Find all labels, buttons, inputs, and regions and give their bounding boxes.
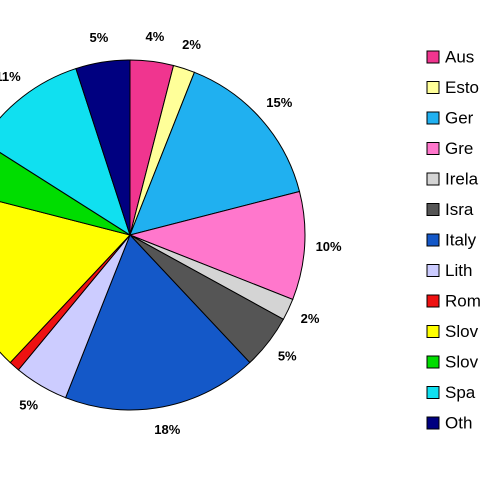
legend-label: Rom: [445, 291, 480, 310]
legend-swatch: [426, 294, 440, 308]
pie-slice: [0, 67, 131, 237]
legend-label: Esto: [445, 78, 479, 97]
value-label: 5%: [278, 348, 297, 363]
legend-swatch: [426, 50, 440, 64]
value-label: 2%: [301, 311, 320, 326]
legend-swatch: [426, 386, 440, 399]
pie-slice: [64, 234, 251, 411]
pie-slice: [129, 71, 301, 236]
legend-label: Irela: [445, 169, 479, 188]
legend-label: Isra: [445, 200, 474, 219]
legend-swatch: [426, 81, 440, 94]
legend-label: Gre: [445, 139, 473, 158]
pie-slice: [75, 59, 131, 236]
legend-label: Aus: [445, 47, 474, 66]
pie-slice: [0, 151, 131, 236]
legend-label: Oth: [445, 413, 472, 432]
legend-swatch: [426, 111, 440, 125]
pie-slice: [0, 201, 131, 364]
value-label: 5%: [19, 398, 38, 413]
legend-swatch: [426, 172, 440, 186]
legend-swatch: [426, 142, 440, 155]
legend-label: Lith: [445, 261, 472, 280]
legend-swatch: [426, 355, 440, 369]
legend-swatch: [426, 233, 440, 247]
value-label: 5%: [89, 30, 108, 45]
value-label: 11%: [0, 69, 21, 84]
legend-label: Ger: [445, 108, 474, 127]
value-label: 4%: [146, 29, 165, 44]
legend-label: Slov: [445, 322, 479, 341]
legend-swatch: [426, 416, 440, 430]
value-label: 10%: [316, 239, 342, 254]
legend-label: Italy: [445, 230, 477, 249]
legend-label: Spa: [445, 383, 476, 402]
value-label: 2%: [182, 37, 201, 52]
legend-swatch: [426, 264, 440, 277]
value-label: 18%: [154, 422, 180, 437]
pie-slice: [128, 190, 306, 301]
value-label: 15%: [266, 95, 292, 110]
legend-swatch: [426, 203, 440, 216]
legend-label: Slov: [445, 352, 479, 371]
legend-swatch: [426, 325, 440, 338]
